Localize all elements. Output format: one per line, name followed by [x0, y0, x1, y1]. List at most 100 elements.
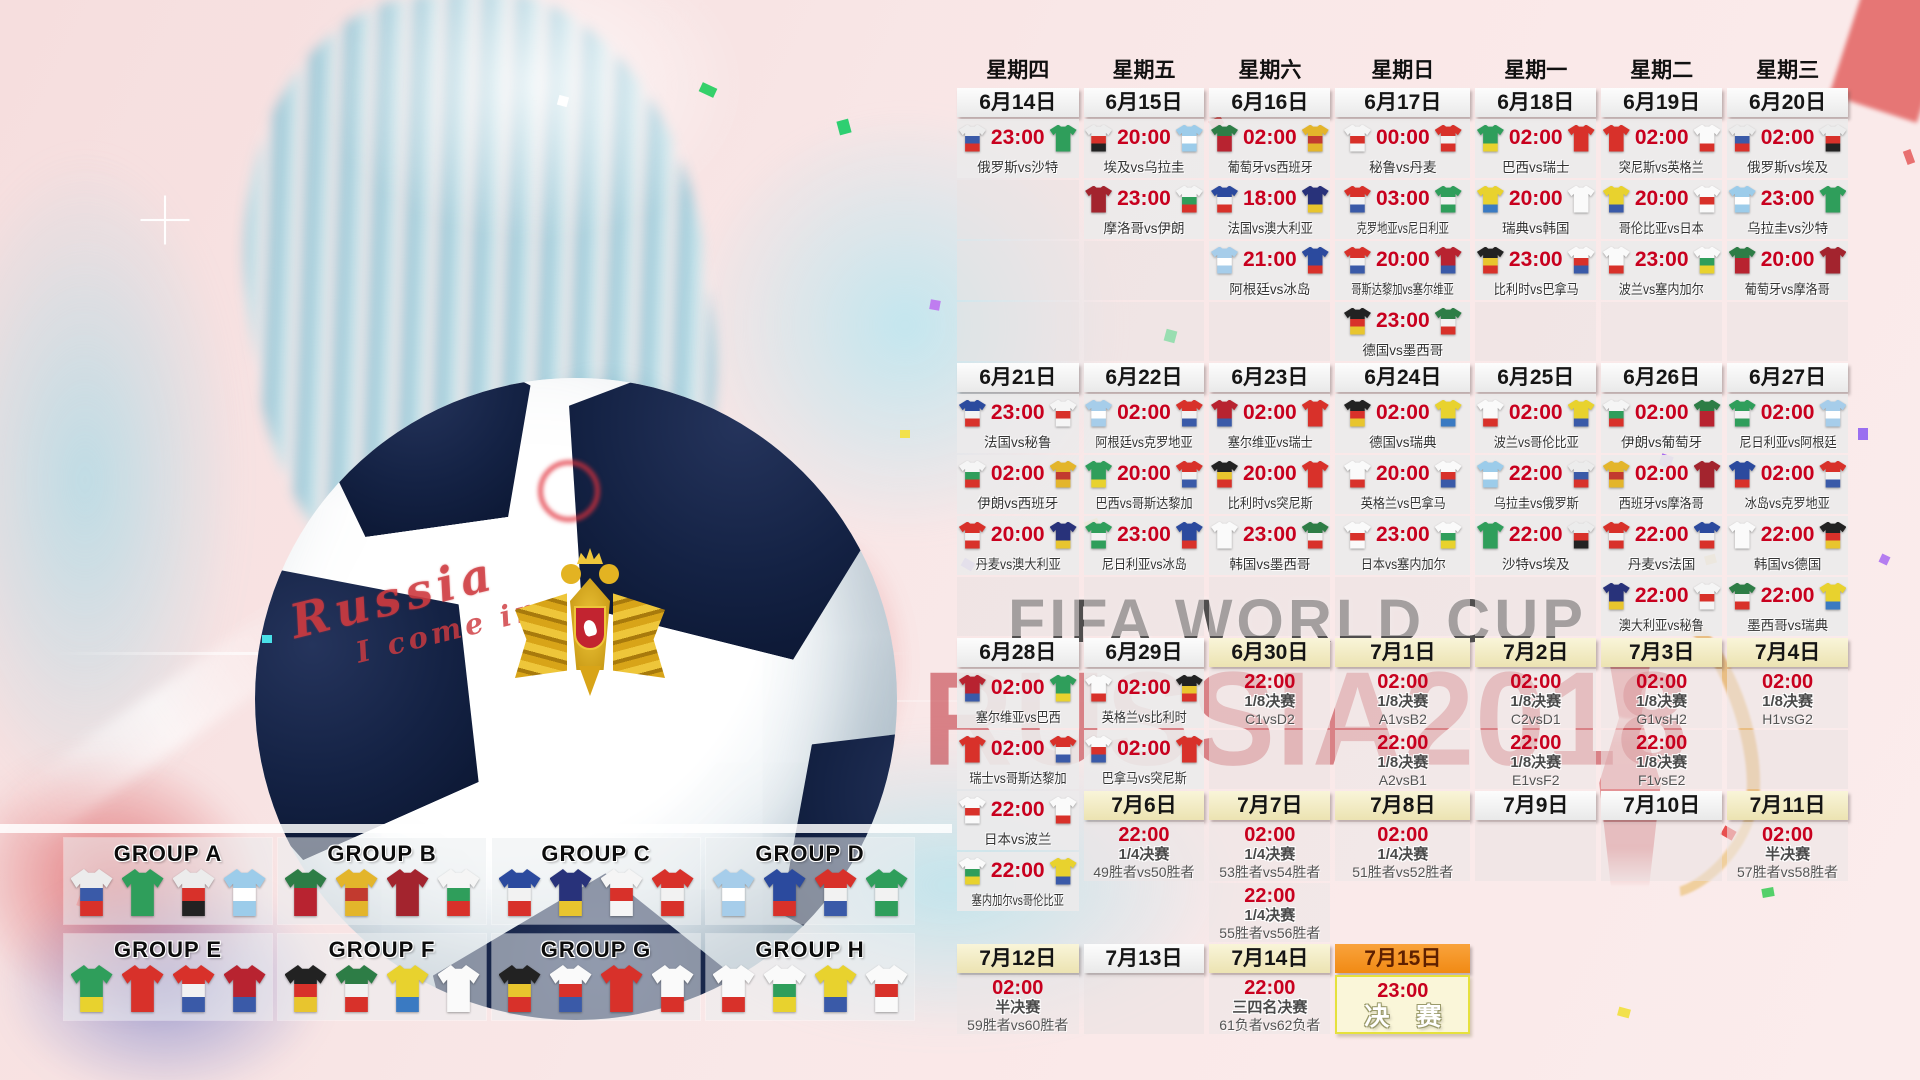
jersey-icon-波兰: [1476, 399, 1504, 427]
match-teams-label: 巴拿马vs突尼斯: [1101, 771, 1187, 786]
jersey-icon-英格兰: [1085, 674, 1113, 702]
match-cell: 23:00 尼日利亚vs冰岛: [1083, 516, 1205, 575]
date-box: 7月8日: [1335, 791, 1471, 820]
match-time-row: 02:00: [1211, 122, 1329, 154]
calendar-column: 星期五 6月15日 20:00 埃及vs乌拉圭 23:00 摩洛哥vs伊朗 6月22日 02:…: [1083, 55, 1205, 1034]
group-jerseys-row: [498, 869, 694, 916]
group-jerseys-row: [70, 965, 266, 1012]
cyan-splash-left: [0, 150, 240, 810]
match-time-row: 23:00: [1085, 519, 1203, 551]
match-cell: 23:00 日本vs塞内加尔: [1335, 516, 1471, 575]
knockout-pairing-label: E1vsF2: [1512, 772, 1560, 788]
jersey-icon-突尼斯: [600, 965, 643, 1012]
match-time: 23:00: [1508, 248, 1563, 271]
match-time: 02:00: [1243, 126, 1297, 149]
match-time-row: 02:00: [958, 458, 1077, 490]
match-cell: 23:00 乌拉圭vs沙特: [1727, 180, 1849, 239]
jersey-icon-巴拿马: [1567, 246, 1595, 274]
match-teams-label: 阿根廷vs冰岛: [1229, 282, 1311, 297]
match-teams-label: 俄罗斯vs埃及: [1747, 160, 1829, 175]
jersey-icon-比利时: [498, 965, 541, 1012]
match-time: 02:00: [1760, 462, 1815, 485]
match-time-row: 22:00: [1602, 580, 1721, 612]
jersey-icon-法国: [958, 399, 986, 427]
match-cell: 22:00 日本vs波兰: [957, 791, 1079, 850]
match-teams-label: 伊朗vs西班牙: [977, 496, 1059, 511]
knockout-time: 02:00: [1510, 671, 1562, 693]
match-cell: 02:00 伊朗vs西班牙: [957, 455, 1079, 514]
jersey-icon-摩洛哥: [386, 869, 429, 916]
group-name: GROUP H: [755, 937, 865, 962]
match-cell: 22:00 墨西哥vs瑞典: [1727, 577, 1849, 636]
jersey-icon-巴西: [70, 965, 113, 1012]
match-time-row: 02:00: [1728, 458, 1847, 490]
match-time: 22:00: [1508, 462, 1563, 485]
jersey-icon-秘鲁: [600, 869, 643, 916]
date-box: 6月26日: [1601, 363, 1723, 392]
jersey-icon-德国: [1343, 399, 1371, 427]
date-box: 6月21日: [957, 363, 1079, 392]
match-teams-label: 尼日利亚vs阿根廷: [1738, 435, 1837, 450]
jersey-icon-冰岛: [763, 869, 806, 916]
jersey-icon-英格兰: [651, 965, 694, 1012]
knockout-time: 22:00: [1510, 732, 1562, 754]
match-cell: 23:00 韩国vs墨西哥: [1209, 516, 1331, 575]
jersey-icon-哥伦比亚: [814, 965, 857, 1012]
weekday-label: 星期一: [1504, 59, 1568, 82]
calendar-column: 星期四 6月14日 23:00 俄罗斯vs沙特 6月21日 23:00 法国vs秘鲁 02:0…: [957, 55, 1079, 1034]
knockout-time: 02:00: [1762, 671, 1814, 693]
date-box: 6月27日: [1727, 363, 1849, 392]
empty-cell: [1083, 302, 1205, 361]
calendar-column: 星期一 6月18日 02:00 巴西vs瑞士 20:00 瑞典vs韩国 23:00 比利时vs…: [1475, 55, 1597, 1034]
jersey-icon-沙特: [1049, 124, 1077, 152]
eagle-head-right: [599, 564, 619, 584]
match-time-row: 02:00: [1602, 122, 1721, 154]
knockout-pairing-label: A2vsB1: [1378, 772, 1427, 788]
match-time-row: 00:00: [1343, 122, 1462, 154]
match-cell: 02:00 葡萄牙vs西班牙: [1209, 119, 1331, 178]
match-time-row: 02:00: [1085, 733, 1203, 765]
eagle-tail: [579, 666, 601, 696]
match-time-row: 23:00: [1085, 183, 1203, 215]
date-box: 7月11日: [1727, 791, 1849, 820]
jersey-icon-墨西哥: [1728, 582, 1756, 610]
date-box: 7月7日: [1209, 791, 1331, 820]
date-box: 7月14日: [1209, 944, 1331, 973]
empty-cell: [1475, 577, 1597, 636]
match-cell: 20:00 瑞典vs韩国: [1475, 180, 1597, 239]
jersey-icon-丹麦: [1602, 521, 1630, 549]
jersey-icon-日本: [1343, 521, 1371, 549]
match-time-row: 22:00: [1476, 458, 1595, 490]
match-time: 02:00: [1634, 462, 1689, 485]
match-teams-label: 墨西哥vs瑞典: [1747, 618, 1829, 633]
jersey-icon-葡萄牙: [1728, 246, 1756, 274]
date-box: 6月24日: [1335, 363, 1471, 392]
jersey-icon-瑞典: [1434, 399, 1462, 427]
match-time: 20:00: [1375, 462, 1430, 485]
jersey-icon-沙特: [1819, 185, 1847, 213]
jersey-icon-埃及: [1819, 124, 1847, 152]
match-teams-label: 德国vs墨西哥: [1362, 343, 1444, 358]
match-time-row: 18:00: [1211, 183, 1329, 215]
knockout-stage-label: 三四名决赛: [1232, 999, 1308, 1016]
jersey-icon-俄罗斯: [958, 124, 986, 152]
match-time-row: 22:00: [1728, 580, 1847, 612]
match-time: 02:00: [990, 737, 1045, 760]
group-panel-a: GROUP A: [64, 838, 272, 924]
match-teams-label: 克罗地亚vs尼日利亚: [1356, 221, 1449, 236]
match-time-row: 02:00: [958, 672, 1077, 704]
groups-divider-bar: [0, 824, 952, 833]
match-cell: 20:00 埃及vs乌拉圭: [1083, 119, 1205, 178]
jersey-icon-丹麦: [651, 869, 694, 916]
group-jerseys-row: [712, 965, 908, 1012]
jersey-icon-巴拿马: [1085, 735, 1113, 763]
jersey-icon-法国: [498, 869, 541, 916]
match-time: 22:00: [1760, 523, 1815, 546]
jersey-icon-塞尔维亚: [958, 674, 986, 702]
match-cell: 22:00 乌拉圭vs俄罗斯: [1475, 455, 1597, 514]
knockout-stage-label: 1/8决赛: [1636, 693, 1688, 710]
match-teams-label: 乌拉圭vs俄罗斯: [1493, 496, 1579, 511]
knockout-time: 02:00: [1636, 671, 1688, 693]
match-time: 23:00: [1634, 248, 1689, 271]
knockout-stage-label: 1/8决赛: [1510, 754, 1562, 771]
